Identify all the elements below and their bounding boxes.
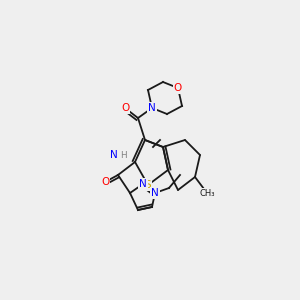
Text: CH₃: CH₃ [199, 188, 215, 197]
Text: H: H [120, 151, 127, 160]
Text: N: N [110, 150, 118, 160]
Text: O: O [174, 83, 182, 93]
Text: O: O [121, 103, 129, 113]
Text: S: S [145, 180, 151, 190]
Text: N: N [139, 179, 147, 189]
Text: N: N [148, 103, 156, 113]
Text: O: O [101, 177, 109, 187]
Text: N: N [151, 188, 159, 198]
